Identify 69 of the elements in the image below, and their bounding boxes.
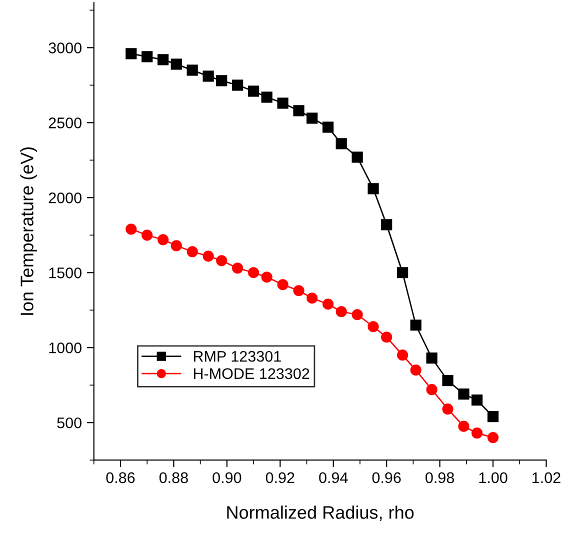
x-tick-label: 0.90 — [212, 472, 242, 484]
point — [293, 285, 304, 296]
point — [186, 64, 198, 76]
x-tick-label: 0.98 — [426, 472, 454, 484]
point — [472, 428, 483, 439]
point — [126, 224, 137, 235]
y-tick-label: 3000 — [48, 42, 82, 54]
point — [170, 58, 182, 70]
y-tick-label: 500 — [57, 417, 82, 428]
point — [472, 394, 483, 406]
point — [248, 86, 260, 97]
point — [336, 138, 347, 150]
point — [442, 404, 454, 415]
point — [261, 92, 272, 103]
point — [306, 292, 318, 304]
point — [336, 306, 347, 318]
x-tick-label: 1.02 — [532, 472, 560, 484]
point — [232, 80, 244, 91]
point — [352, 309, 363, 320]
y-tick-label: 1500 — [49, 268, 82, 278]
x-tick-label: 0.86 — [106, 472, 135, 484]
point — [381, 219, 392, 230]
point — [442, 375, 454, 386]
point — [277, 98, 288, 109]
y-axis-title: Ion Temperature (eV) — [20, 147, 37, 315]
point — [142, 230, 153, 241]
x-axis-title: Normalized Radius, rho — [227, 506, 414, 521]
point — [322, 122, 334, 133]
point — [202, 70, 214, 82]
point — [186, 246, 198, 258]
point — [261, 272, 272, 283]
point — [277, 279, 288, 290]
point — [487, 432, 499, 444]
point — [426, 384, 438, 396]
point — [396, 350, 408, 361]
point — [368, 183, 379, 194]
point — [232, 262, 244, 274]
legend-label: RMP 123301 — [194, 350, 281, 362]
point — [426, 352, 438, 364]
point — [458, 420, 470, 432]
point — [126, 48, 137, 60]
point — [458, 388, 470, 400]
point — [352, 152, 363, 163]
x-tick-label: 1.00 — [479, 472, 508, 484]
point — [158, 54, 169, 66]
point — [202, 250, 214, 262]
legend-label: H-MODE 123302 — [194, 368, 310, 380]
point — [248, 267, 260, 278]
y-tick-label: 2000 — [48, 192, 82, 204]
x-tick-label: 0.92 — [266, 472, 294, 484]
point — [216, 75, 228, 86]
x-tick-label: 0.94 — [319, 472, 348, 484]
point — [368, 321, 379, 332]
x-tick-label: 0.88 — [159, 472, 188, 484]
point — [293, 105, 304, 116]
point — [487, 411, 499, 422]
point — [410, 320, 422, 331]
y-tick-label: 1000 — [49, 342, 82, 354]
point — [142, 51, 153, 62]
point — [170, 240, 182, 252]
point — [216, 255, 228, 266]
point — [306, 112, 318, 124]
x-tick-label: 0.96 — [372, 472, 401, 484]
point — [410, 364, 422, 376]
point — [381, 332, 392, 343]
y-tick-label: 2500 — [48, 118, 82, 128]
point — [322, 298, 334, 310]
point — [158, 234, 169, 246]
point — [396, 267, 408, 278]
